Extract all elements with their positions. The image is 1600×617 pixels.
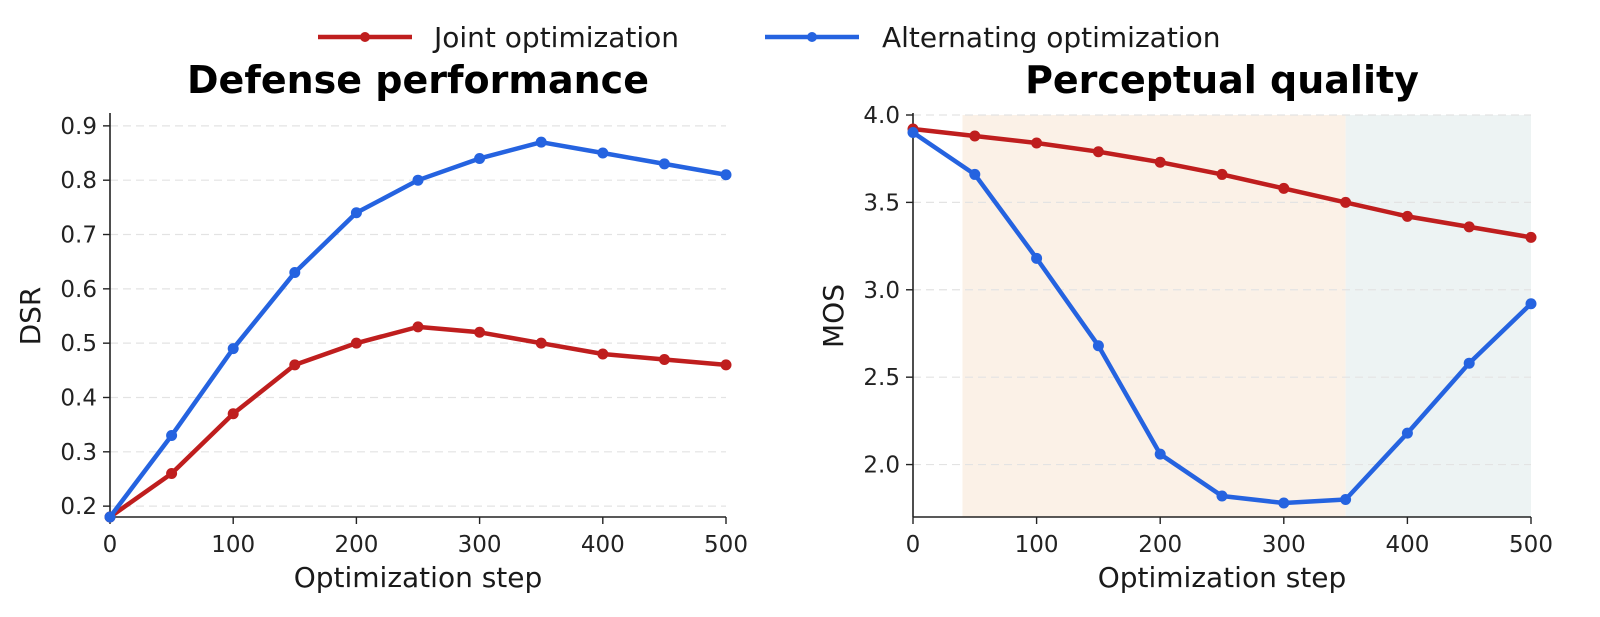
data-point-alternating-optimization [412,174,424,186]
data-point-alternating-optimization [166,430,178,442]
x-tick-label: 500 [1509,532,1553,558]
data-point-alternating-optimization [1216,490,1228,502]
data-point-joint-optimization [1401,210,1413,222]
x-tick-label: 200 [1138,532,1182,558]
data-point-joint-optimization [535,337,547,349]
x-tick-label: 0 [103,532,118,558]
data-point-joint-optimization [227,408,239,420]
y-axis-label: MOS [817,284,850,348]
y-tick-label: 0.7 [60,223,97,249]
shaded-region-2 [1345,115,1531,517]
x-tick-label: 400 [1385,532,1429,558]
x-axis-label: Optimization step [294,561,543,594]
x-tick-label: 100 [211,532,255,558]
data-point-joint-optimization [1463,221,1475,233]
chart-title: Perceptual quality [1025,58,1419,102]
data-point-joint-optimization [720,359,732,371]
data-point-joint-optimization [1340,196,1352,208]
data-point-joint-optimization [658,353,670,365]
data-point-alternating-optimization [474,152,486,164]
data-point-alternating-optimization [720,169,732,181]
y-tick-label: 2.5 [863,365,900,391]
y-tick-label: 0.5 [60,331,97,357]
y-axis-label: DSR [14,287,47,346]
legend: Joint optimization Alternating optimizati… [318,21,1220,54]
x-tick-label: 200 [334,532,378,558]
x-tick-label: 300 [1262,532,1306,558]
y-tick-label: 0.8 [60,168,97,194]
data-point-alternating-optimization [658,158,670,170]
data-point-alternating-optimization [1154,448,1166,460]
data-point-joint-optimization [1525,231,1537,243]
data-point-joint-optimization [289,359,301,371]
y-tick-label: 0.9 [60,114,97,140]
chart-panel-defense-performance: 0.2 0.3 0.4 0.5 0.6 0.7 0.8 0.9 0 100 200 300 400 500… [14,58,748,594]
data-point-alternating-optimization [1092,340,1104,352]
x-tick-label: 400 [581,532,625,558]
data-point-alternating-optimization [1401,427,1413,439]
data-point-alternating-optimization [535,136,547,148]
data-point-alternating-optimization [227,343,239,355]
data-point-joint-optimization [166,468,178,480]
data-point-alternating-optimization [907,126,919,138]
y-tick-label: 0.3 [60,440,97,466]
series-line-joint-optimization [107,324,729,520]
shaded-region-1 [962,115,1346,517]
data-point-joint-optimization [597,348,609,360]
legend-label-joint-optimization: Joint optimization [432,21,679,54]
y-tick-label: 3.0 [863,278,900,304]
data-point-alternating-optimization [597,147,609,159]
chart-title: Defense performance [187,58,649,102]
legend-marker-joint-optimization [360,32,370,42]
data-point-joint-optimization [1154,156,1166,168]
x-axis-label: Optimization step [1098,561,1347,594]
data-point-joint-optimization [350,337,362,349]
data-point-alternating-optimization [350,207,362,219]
y-tick-label: 0.2 [60,494,97,520]
y-tick-label: 0.4 [60,385,97,411]
y-tick-label: 3.5 [863,190,900,216]
x-tick-label: 300 [458,532,502,558]
x-tick-label: 500 [704,532,748,558]
chart-panel-perceptual-quality: 2.0 2.5 3.0 3.5 4.0 0 100 200 300 400 500 Perceptua… [817,58,1553,594]
legend-label-alternating-optimization: Alternating optimization [882,21,1220,54]
data-point-alternating-optimization [969,168,981,180]
data-point-joint-optimization [474,326,486,338]
data-point-joint-optimization [1031,137,1043,149]
data-point-alternating-optimization [1031,252,1043,264]
data-point-alternating-optimization [289,267,301,279]
data-point-joint-optimization [412,321,424,333]
data-point-joint-optimization [1092,146,1104,158]
y-tick-label: 0.6 [60,277,97,303]
x-tick-label: 100 [1015,532,1059,558]
y-tick-label: 4.0 [863,103,900,129]
data-point-alternating-optimization [1525,298,1537,310]
y-tick-label: 2.0 [863,453,900,479]
data-point-alternating-optimization [1463,357,1475,369]
data-point-joint-optimization [969,130,981,142]
data-point-alternating-optimization [1278,497,1290,509]
data-point-joint-optimization [1216,168,1228,180]
x-tick-label: 0 [906,532,921,558]
legend-marker-alternating-optimization [807,32,817,42]
data-point-joint-optimization [1278,182,1290,194]
data-point-alternating-optimization [104,511,116,523]
data-point-alternating-optimization [1340,494,1352,506]
